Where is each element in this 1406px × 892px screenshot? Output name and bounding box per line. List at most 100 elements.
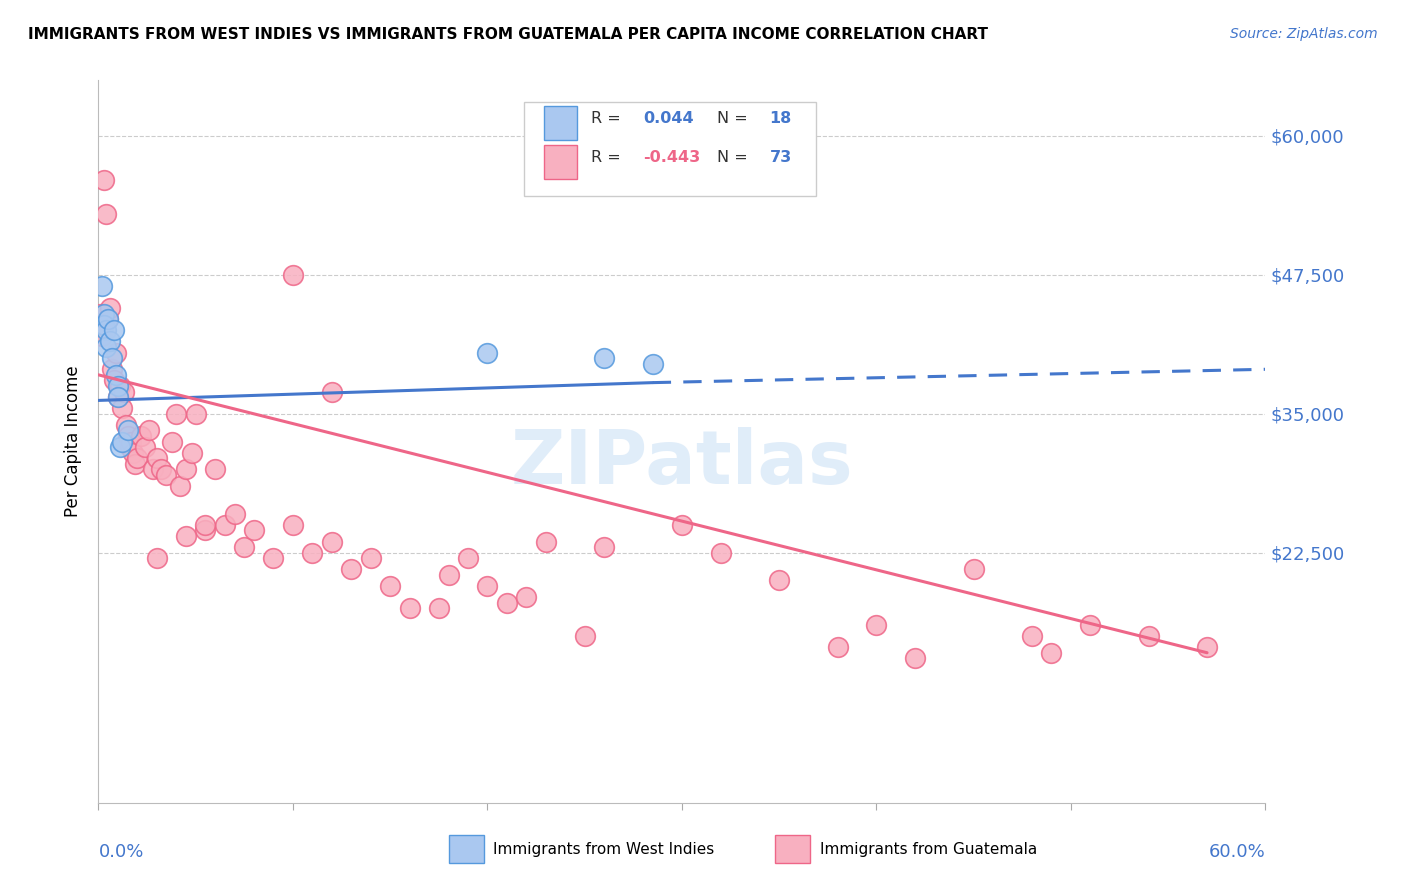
Point — [129, 429, 152, 443]
Point — [107, 390, 129, 404]
Point — [593, 351, 616, 366]
Point — [477, 579, 499, 593]
Point — [93, 318, 115, 332]
Point — [96, 207, 118, 221]
Point — [89, 307, 111, 321]
Point — [169, 479, 191, 493]
Point — [111, 401, 134, 416]
Text: IMMIGRANTS FROM WEST INDIES VS IMMIGRANTS FROM GUATEMALA PER CAPITA INCOME CORRE: IMMIGRANTS FROM WEST INDIES VS IMMIGRANT… — [28, 27, 988, 42]
Point — [138, 424, 160, 438]
Point — [496, 596, 519, 610]
Point — [122, 445, 145, 459]
Point — [146, 551, 169, 566]
Point — [98, 334, 121, 349]
Point — [904, 651, 927, 665]
Point — [204, 462, 226, 476]
Point — [515, 590, 537, 604]
Point — [174, 462, 197, 476]
Bar — [449, 835, 484, 863]
Point — [155, 467, 177, 482]
Text: ZIPatlas: ZIPatlas — [510, 426, 853, 500]
Point — [184, 407, 207, 421]
Point — [574, 629, 596, 643]
Point — [1080, 618, 1102, 632]
Text: 73: 73 — [769, 150, 792, 165]
Point — [93, 173, 115, 187]
Text: 0.044: 0.044 — [644, 112, 695, 126]
FancyBboxPatch shape — [524, 102, 815, 196]
Point — [281, 268, 304, 282]
Point — [91, 279, 114, 293]
Point — [112, 384, 135, 399]
Text: 0.0%: 0.0% — [98, 843, 143, 861]
Bar — [544, 105, 576, 140]
Text: N =: N = — [717, 150, 752, 165]
Point — [437, 568, 460, 582]
Point — [457, 551, 479, 566]
Point — [96, 340, 118, 354]
Point — [149, 462, 172, 476]
Point — [710, 546, 733, 560]
Point — [93, 307, 115, 321]
Text: R =: R = — [591, 150, 626, 165]
Point — [165, 407, 187, 421]
Point — [262, 551, 284, 566]
Point — [214, 517, 236, 532]
Point — [107, 390, 129, 404]
Point — [117, 429, 139, 443]
Point — [477, 345, 499, 359]
Point — [101, 351, 124, 366]
Point — [671, 517, 693, 532]
Point — [1137, 629, 1160, 643]
Point — [1195, 640, 1218, 655]
Point — [97, 312, 120, 326]
Point — [146, 451, 169, 466]
Point — [180, 445, 202, 459]
Point — [104, 368, 127, 382]
Point — [768, 574, 790, 588]
Point — [134, 440, 156, 454]
Point — [340, 562, 363, 576]
Point — [107, 379, 129, 393]
Point — [127, 451, 149, 466]
Point — [281, 517, 304, 532]
Text: Immigrants from Guatemala: Immigrants from Guatemala — [820, 842, 1036, 857]
Text: N =: N = — [717, 112, 752, 126]
Point — [98, 301, 121, 315]
Point — [427, 601, 450, 615]
Point — [142, 462, 165, 476]
Point — [827, 640, 849, 655]
Point — [96, 323, 118, 337]
Point — [104, 345, 127, 359]
Point — [243, 524, 266, 538]
Point — [641, 357, 664, 371]
Point — [111, 434, 134, 449]
Point — [398, 601, 420, 615]
Point — [962, 562, 984, 576]
Point — [118, 440, 141, 454]
Text: 60.0%: 60.0% — [1209, 843, 1265, 861]
Point — [108, 440, 131, 454]
Point — [103, 323, 125, 337]
Point — [593, 540, 616, 554]
Point — [101, 362, 124, 376]
Point — [865, 618, 887, 632]
Point — [124, 457, 146, 471]
Point — [224, 507, 246, 521]
Point — [380, 579, 402, 593]
Point — [1040, 646, 1063, 660]
Bar — [544, 145, 576, 179]
Y-axis label: Per Capita Income: Per Capita Income — [65, 366, 83, 517]
Text: R =: R = — [591, 112, 626, 126]
Point — [97, 312, 120, 326]
Point — [108, 379, 131, 393]
Point — [1021, 629, 1043, 643]
Point — [194, 524, 217, 538]
Point — [194, 517, 217, 532]
Point — [91, 329, 114, 343]
Point — [321, 534, 343, 549]
Point — [233, 540, 256, 554]
Point — [534, 534, 557, 549]
Point — [117, 424, 139, 438]
Point — [121, 434, 143, 449]
